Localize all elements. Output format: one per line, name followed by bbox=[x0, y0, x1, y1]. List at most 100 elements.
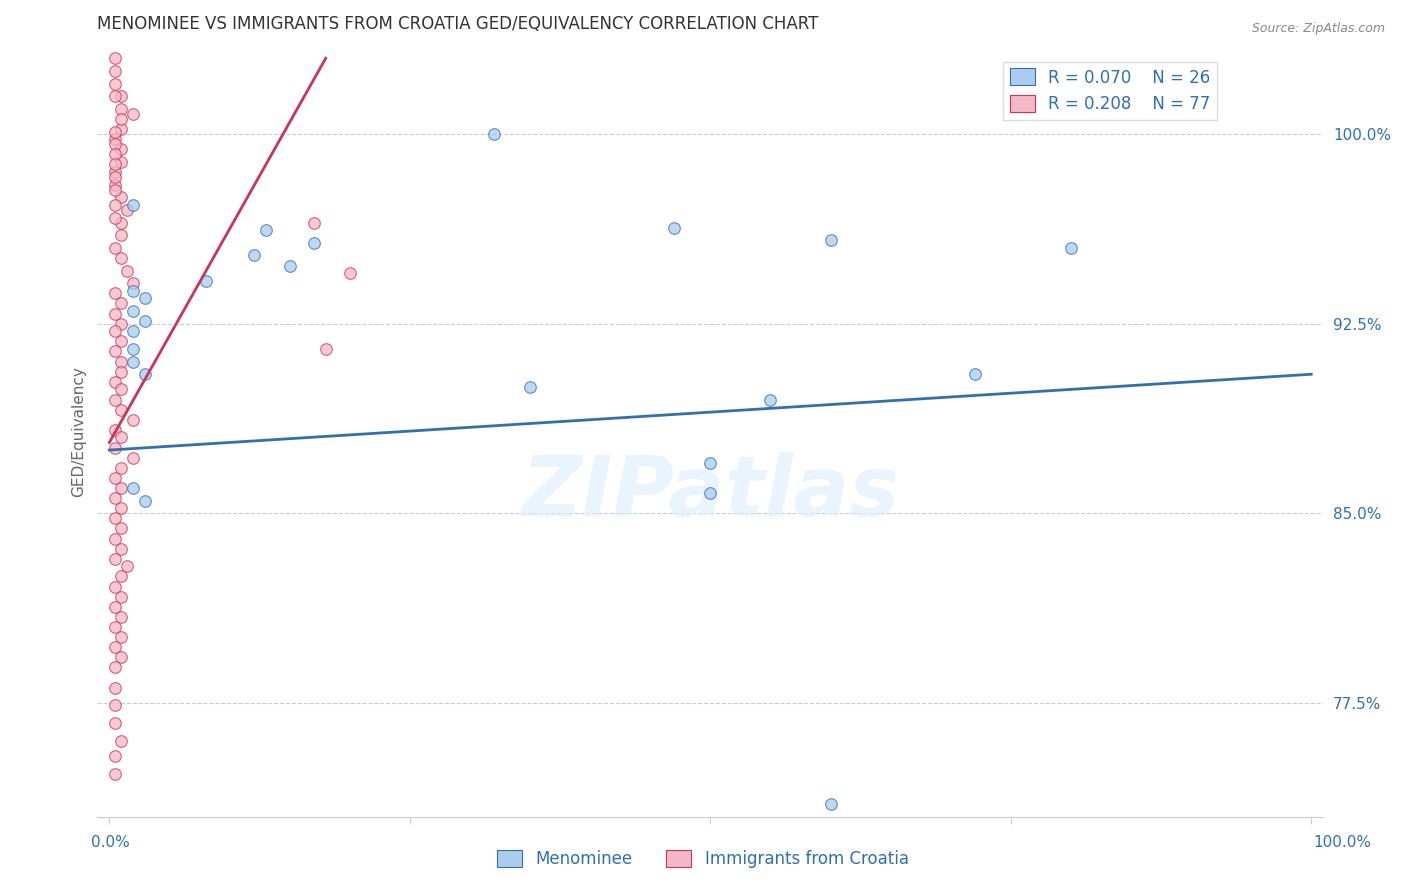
Point bbox=[110, 251, 132, 265]
Point bbox=[104, 640, 127, 655]
Legend: R = 0.070    N = 26, R = 0.208    N = 77: R = 0.070 N = 26, R = 0.208 N = 77 bbox=[1002, 62, 1216, 120]
Point bbox=[104, 491, 127, 505]
Point bbox=[117, 559, 139, 574]
Point bbox=[110, 541, 132, 556]
Point bbox=[820, 797, 842, 811]
Point bbox=[254, 223, 277, 237]
Point bbox=[104, 147, 127, 161]
Point bbox=[110, 122, 132, 136]
Point bbox=[104, 183, 127, 197]
Point bbox=[122, 481, 145, 495]
Point bbox=[134, 292, 156, 306]
Point bbox=[110, 521, 132, 535]
Point bbox=[122, 342, 145, 356]
Text: Source: ZipAtlas.com: Source: ZipAtlas.com bbox=[1251, 22, 1385, 36]
Point bbox=[699, 456, 721, 470]
Point bbox=[117, 263, 139, 277]
Point bbox=[302, 235, 325, 250]
Text: 0.0%: 0.0% bbox=[91, 836, 131, 850]
Point bbox=[104, 241, 127, 255]
Point bbox=[110, 102, 132, 116]
Point bbox=[134, 314, 156, 328]
Point bbox=[104, 580, 127, 594]
Point bbox=[104, 660, 127, 674]
Text: ZIPatlas: ZIPatlas bbox=[522, 452, 900, 533]
Point bbox=[122, 324, 145, 338]
Point bbox=[110, 630, 132, 644]
Point bbox=[104, 344, 127, 359]
Point bbox=[104, 423, 127, 437]
Point bbox=[104, 620, 127, 634]
Point bbox=[122, 198, 145, 212]
Point bbox=[104, 599, 127, 614]
Point bbox=[699, 486, 721, 500]
Point bbox=[104, 766, 127, 780]
Point bbox=[302, 216, 325, 230]
Legend: Menominee, Immigrants from Croatia: Menominee, Immigrants from Croatia bbox=[491, 843, 915, 875]
Point bbox=[759, 392, 782, 407]
Point bbox=[110, 460, 132, 475]
Point bbox=[104, 178, 127, 192]
Point bbox=[110, 650, 132, 665]
Point bbox=[110, 569, 132, 583]
Point bbox=[110, 334, 132, 349]
Point bbox=[104, 211, 127, 225]
Point bbox=[104, 165, 127, 179]
Point bbox=[110, 383, 132, 397]
Point bbox=[104, 532, 127, 546]
Point bbox=[122, 277, 145, 291]
Point bbox=[104, 698, 127, 713]
Point bbox=[110, 365, 132, 379]
Point bbox=[104, 132, 127, 146]
Point bbox=[104, 681, 127, 695]
Point bbox=[104, 551, 127, 566]
Point bbox=[122, 304, 145, 318]
Point bbox=[110, 190, 132, 204]
Text: MENOMINEE VS IMMIGRANTS FROM CROATIA GED/EQUIVALENCY CORRELATION CHART: MENOMINEE VS IMMIGRANTS FROM CROATIA GED… bbox=[97, 15, 818, 33]
Point bbox=[104, 198, 127, 212]
Point bbox=[315, 342, 337, 356]
Point bbox=[110, 317, 132, 331]
Point bbox=[122, 413, 145, 427]
Point bbox=[1060, 241, 1083, 255]
Point bbox=[110, 590, 132, 604]
Point bbox=[104, 375, 127, 389]
Point bbox=[122, 284, 145, 298]
Point bbox=[104, 441, 127, 455]
Point bbox=[963, 368, 986, 382]
Point bbox=[122, 354, 145, 368]
Point bbox=[820, 233, 842, 247]
Point bbox=[134, 368, 156, 382]
Point bbox=[104, 89, 127, 103]
Point bbox=[110, 402, 132, 417]
Point bbox=[110, 155, 132, 169]
Point bbox=[110, 354, 132, 368]
Point bbox=[104, 170, 127, 185]
Point bbox=[104, 137, 127, 152]
Text: 100.0%: 100.0% bbox=[1313, 836, 1371, 850]
Point bbox=[104, 392, 127, 407]
Point bbox=[110, 142, 132, 156]
Point bbox=[134, 493, 156, 508]
Point bbox=[339, 266, 361, 280]
Point bbox=[482, 127, 505, 141]
Point bbox=[104, 77, 127, 91]
Point bbox=[110, 733, 132, 747]
Point bbox=[278, 259, 301, 273]
Point bbox=[110, 610, 132, 624]
Point bbox=[110, 89, 132, 103]
Point bbox=[110, 501, 132, 516]
Point bbox=[104, 324, 127, 338]
Point bbox=[122, 107, 145, 121]
Point bbox=[110, 228, 132, 243]
Point bbox=[104, 307, 127, 321]
Point bbox=[104, 157, 127, 171]
Point bbox=[519, 380, 541, 394]
Point bbox=[104, 51, 127, 65]
Point bbox=[110, 296, 132, 310]
Point bbox=[664, 220, 686, 235]
Point bbox=[104, 748, 127, 763]
Point bbox=[110, 481, 132, 495]
Point bbox=[122, 450, 145, 465]
Point bbox=[104, 64, 127, 78]
